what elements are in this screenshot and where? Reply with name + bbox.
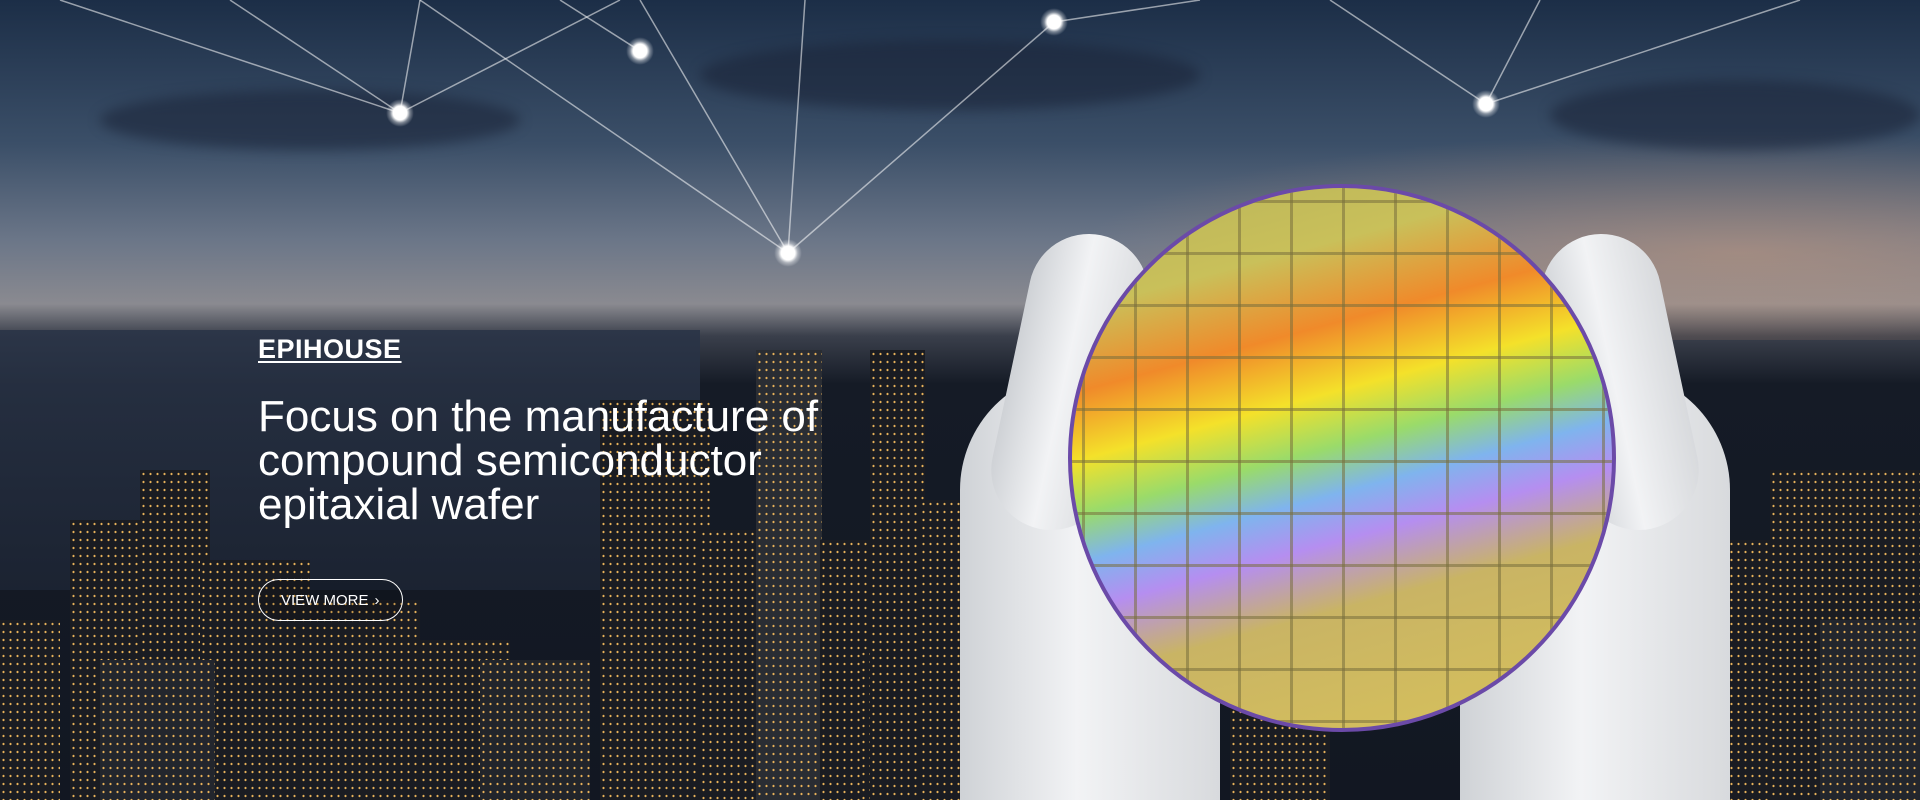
hero-title-line: epitaxial wafer (258, 480, 540, 529)
network-node (1472, 90, 1500, 118)
hero-title-line: Focus on the manufacture of (258, 392, 819, 441)
cloud (1550, 80, 1920, 150)
hero-title: Focus on the manufacture of compound sem… (258, 395, 898, 527)
cloud (700, 40, 1200, 110)
network-node (626, 37, 654, 65)
view-more-label: VIEW MORE (281, 591, 369, 609)
hero-title-line: compound semiconductor (258, 436, 762, 485)
chevron-right-icon: › (374, 591, 380, 609)
view-more-button[interactable]: VIEW MORE › (258, 579, 403, 621)
network-node (386, 99, 414, 127)
cloud (100, 90, 520, 150)
network-node (774, 239, 802, 267)
hero-content: EPIHOUSE Focus on the manufacture of com… (258, 334, 898, 621)
brand-link[interactable]: EPIHOUSE (258, 334, 402, 364)
semiconductor-wafer (1068, 184, 1616, 732)
network-node (1040, 8, 1068, 36)
